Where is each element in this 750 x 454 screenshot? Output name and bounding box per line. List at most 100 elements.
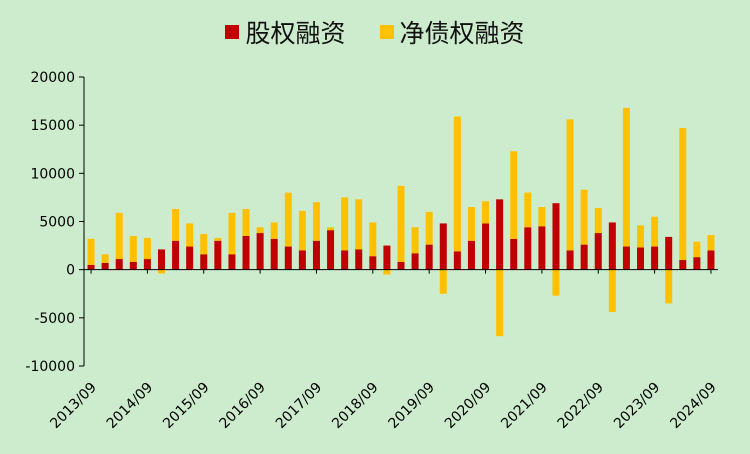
bar-debt xyxy=(425,211,433,245)
bar-debt xyxy=(256,227,264,234)
bar-equity xyxy=(143,259,151,270)
bar-equity xyxy=(496,199,504,270)
bar-equity xyxy=(566,250,574,270)
x-tick-label: 2016/09 xyxy=(216,380,268,432)
y-tick-label: -10000 xyxy=(25,359,75,375)
bar-equity xyxy=(467,240,475,270)
bar-equity xyxy=(87,264,95,270)
bar-debt xyxy=(115,212,123,260)
bar-debt xyxy=(157,269,165,274)
bar-debt xyxy=(101,254,109,263)
bar-debt xyxy=(242,208,250,236)
bar-equity xyxy=(707,250,715,270)
x-tick-label: 2013/09 xyxy=(47,380,99,432)
bar-debt xyxy=(594,208,602,234)
legend-item-equity: 股权融资 xyxy=(225,14,346,50)
bar-equity xyxy=(679,260,687,270)
x-tick-label: 2023/09 xyxy=(611,380,663,432)
bar-debt xyxy=(510,151,518,239)
legend-swatch-debt xyxy=(379,25,394,39)
bar-equity xyxy=(608,222,616,270)
bar-equity xyxy=(637,247,645,270)
bar-equity xyxy=(312,240,320,270)
bar-equity xyxy=(298,250,306,270)
bar-equity xyxy=(439,223,447,270)
bar-equity xyxy=(256,233,264,270)
bar-debt xyxy=(327,227,335,231)
bar-debt xyxy=(200,234,208,255)
bar-equity xyxy=(397,261,405,270)
bar-equity xyxy=(341,250,349,270)
bar-debt xyxy=(679,128,687,261)
bar-equity xyxy=(552,203,560,270)
bar-equity xyxy=(411,253,419,270)
bar-debt xyxy=(270,222,278,239)
bar-equity xyxy=(369,256,377,270)
bar-debt xyxy=(622,107,630,247)
legend-swatch-equity xyxy=(225,25,240,39)
bar-equity xyxy=(425,244,433,270)
bar-debt xyxy=(566,119,574,251)
bar-debt xyxy=(538,207,546,227)
legend-item-debt: 净债权融资 xyxy=(379,14,525,50)
legend: 股权融资 净债权融资 xyxy=(0,14,750,50)
bar-equity xyxy=(482,223,490,270)
y-tick-label: 15000 xyxy=(30,118,75,134)
bar-equity xyxy=(580,244,588,270)
bar-debt xyxy=(312,202,320,241)
x-tick-label: 2019/09 xyxy=(386,380,438,432)
bar-equity xyxy=(200,254,208,270)
bar-equity xyxy=(651,246,659,270)
y-tick-label: 10000 xyxy=(30,166,75,182)
x-tick-label: 2020/09 xyxy=(442,380,494,432)
bar-debt xyxy=(453,116,461,252)
bar-debt xyxy=(129,235,137,262)
bar-debt xyxy=(482,201,490,224)
bar-equity xyxy=(693,257,701,270)
bar-equity xyxy=(510,238,518,270)
x-tick-label: 2017/09 xyxy=(273,380,325,432)
x-tick-label: 2014/09 xyxy=(104,380,156,432)
x-tick-label: 2024/09 xyxy=(667,380,719,432)
bar-debt xyxy=(439,269,447,294)
bar-debt xyxy=(693,241,701,258)
bar-debt xyxy=(369,222,377,257)
y-tick-label: 20000 xyxy=(30,70,75,86)
bar-debt xyxy=(651,216,659,247)
bar-debt xyxy=(341,197,349,251)
bar-debt xyxy=(214,237,222,241)
bar-debt xyxy=(665,269,673,304)
bar-debt xyxy=(284,192,292,247)
bar-equity xyxy=(172,240,180,270)
bar-equity xyxy=(115,259,123,270)
bar-equity xyxy=(270,238,278,270)
bar-debt xyxy=(383,269,391,275)
y-tick-label: 0 xyxy=(66,263,75,279)
bar-debt xyxy=(467,207,475,241)
bar-debt xyxy=(355,199,363,250)
bar-equity xyxy=(228,254,236,270)
bar-equity xyxy=(383,245,391,270)
x-tick-label: 2015/09 xyxy=(160,380,212,432)
bar-equity xyxy=(157,249,165,270)
x-tick-label: 2022/09 xyxy=(555,380,607,432)
bar-debt xyxy=(228,212,236,255)
bar-debt xyxy=(298,210,306,251)
bar-equity xyxy=(242,235,250,270)
bar-debt xyxy=(608,269,616,313)
bar-debt xyxy=(87,238,95,265)
bar-equity xyxy=(284,246,292,270)
bar-equity xyxy=(594,233,602,270)
bar-debt xyxy=(186,223,194,247)
bar-debt xyxy=(496,269,504,337)
bar-equity xyxy=(453,251,461,270)
bar-debt xyxy=(580,189,588,245)
bar-equity xyxy=(129,261,137,270)
x-tick-label: 2021/09 xyxy=(498,380,550,432)
legend-label-equity: 股权融资 xyxy=(245,19,346,48)
bar-equity xyxy=(538,226,546,270)
bar-debt xyxy=(637,225,645,248)
bar-debt xyxy=(524,192,532,228)
bar-debt xyxy=(707,234,715,251)
bar-debt xyxy=(411,227,419,254)
